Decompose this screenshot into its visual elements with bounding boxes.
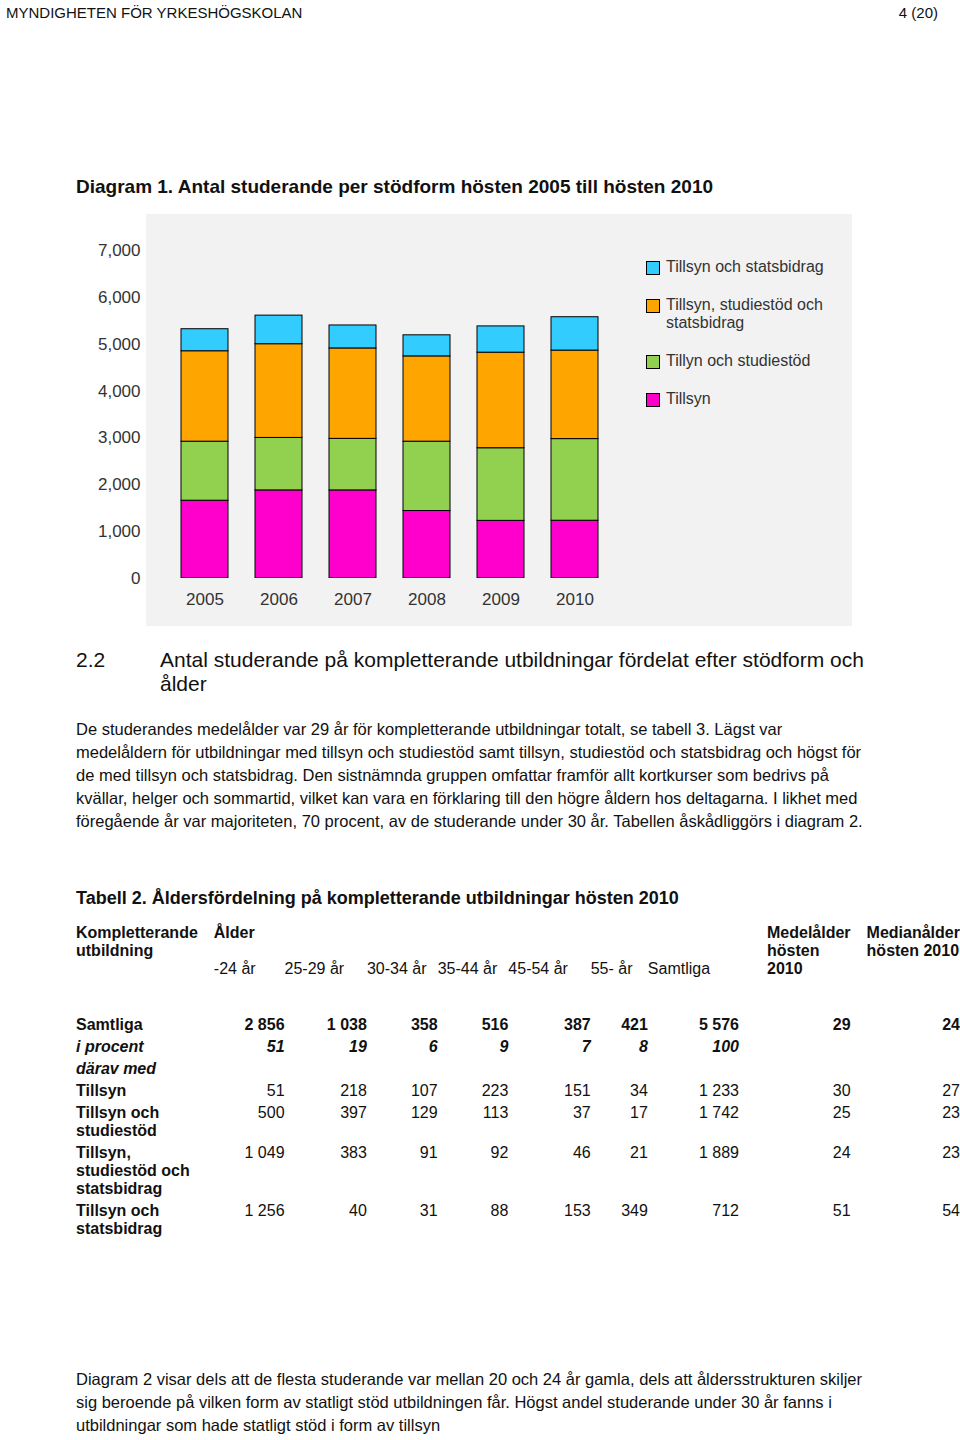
html-text:23: 23 bbox=[942, 1144, 960, 1161]
html-text:Diagram 2 visar dels att de fl: Diagram 2 visar dels att de flesta stude… bbox=[76, 1370, 862, 1434]
html-text:25-29 år: 25-29 år bbox=[284, 960, 345, 977]
svg-text:7,000: 7,000 bbox=[98, 241, 141, 260]
html-text:712: 712 bbox=[712, 1202, 739, 1219]
html-text:54: 54 bbox=[942, 1202, 960, 1219]
svg-text:5,000: 5,000 bbox=[98, 335, 141, 354]
html-text:35-44 år: 35-44 år bbox=[437, 960, 498, 977]
html-text:8: 8 bbox=[638, 1038, 648, 1055]
svg-text:4,000: 4,000 bbox=[98, 382, 141, 401]
html-text:29: 29 bbox=[832, 1016, 851, 1033]
html-text:151: 151 bbox=[564, 1082, 591, 1099]
html-text:153: 153 bbox=[564, 1202, 591, 1219]
html-text:30-34 år: 30-34 år bbox=[366, 960, 427, 977]
html-text:21: 21 bbox=[630, 1144, 648, 1161]
html-text:1 889: 1 889 bbox=[698, 1144, 739, 1161]
html-text:Antal studerande på kompletter: Antal studerande på kompletterande utbil… bbox=[160, 648, 864, 695]
html-text:223: 223 bbox=[481, 1082, 509, 1099]
html-text:113: 113 bbox=[482, 1104, 509, 1121]
html-text:Tabell 2. Åldersfördelning på: Tabell 2. Åldersfördelning på kompletter… bbox=[76, 888, 679, 908]
html-text:107: 107 bbox=[410, 1082, 438, 1099]
html-text:51: 51 bbox=[832, 1202, 851, 1219]
html-text:Tillsyn: Tillsyn bbox=[666, 390, 711, 407]
html-text:1 233: 1 233 bbox=[698, 1082, 739, 1099]
html-text:45-54 år: 45-54 år bbox=[508, 960, 568, 977]
html-text:Tillsyn och statsbidrag: Tillsyn och statsbidrag bbox=[666, 258, 824, 275]
html-text:MYNDIGHETEN FÖR YRKESHÖGSKOLAN: MYNDIGHETEN FÖR YRKESHÖGSKOLAN bbox=[6, 4, 303, 21]
html-text:De studerandes medelålder var: De studerandes medelålder var 29 år för … bbox=[76, 720, 863, 830]
html-text:19: 19 bbox=[349, 1038, 367, 1055]
html-text:40: 40 bbox=[349, 1202, 367, 1219]
html-text:34: 34 bbox=[630, 1082, 648, 1099]
html-text:27: 27 bbox=[942, 1082, 960, 1099]
html-text:383: 383 bbox=[340, 1144, 367, 1161]
html-text:24: 24 bbox=[942, 1016, 960, 1033]
html-text:-24 år: -24 år bbox=[213, 960, 256, 977]
html-text:Kompletterande utbildning: Kompletterande utbildning bbox=[76, 924, 198, 959]
html-text:Tillsyn och statsbidrag: Tillsyn och statsbidrag bbox=[76, 1202, 163, 1237]
html-text:23: 23 bbox=[942, 1104, 960, 1121]
html-text:218: 218 bbox=[340, 1082, 367, 1099]
svg-text:1,000: 1,000 bbox=[98, 522, 141, 541]
svg-text:2007: 2007 bbox=[334, 590, 372, 609]
html-text:46: 46 bbox=[572, 1144, 591, 1161]
html-text:88: 88 bbox=[490, 1202, 509, 1219]
svg-text:2010: 2010 bbox=[556, 590, 594, 609]
html-text:25: 25 bbox=[832, 1104, 851, 1121]
svg-text:2009: 2009 bbox=[482, 590, 520, 609]
html-text:Tillyn och studiestöd: Tillyn och studiestöd bbox=[666, 352, 811, 369]
html-text:Samtliga: Samtliga bbox=[647, 960, 711, 977]
html-text:Tillsyn och studiestöd: Tillsyn och studiestöd bbox=[76, 1104, 160, 1139]
html-text:24: 24 bbox=[832, 1144, 851, 1161]
html-text:2 856: 2 856 bbox=[244, 1016, 285, 1033]
html-text:500: 500 bbox=[257, 1104, 285, 1121]
svg-text:2005: 2005 bbox=[186, 590, 224, 609]
html-text:421: 421 bbox=[621, 1016, 648, 1033]
html-text:51: 51 bbox=[266, 1082, 285, 1099]
svg-text:6,000: 6,000 bbox=[98, 288, 141, 307]
html-text:37: 37 bbox=[572, 1104, 591, 1121]
html-text:Diagram 1. Antal studerande pe: Diagram 1. Antal studerande per stödform… bbox=[76, 176, 713, 197]
html-text:129: 129 bbox=[410, 1104, 438, 1121]
html-text:Samtliga: Samtliga bbox=[76, 1016, 143, 1033]
html-text:1 038: 1 038 bbox=[326, 1016, 367, 1033]
html-text:i procent: i procent bbox=[76, 1038, 144, 1055]
html-text:1 049: 1 049 bbox=[244, 1144, 285, 1161]
html-text:358: 358 bbox=[410, 1016, 438, 1033]
html-text:5 576: 5 576 bbox=[698, 1016, 739, 1033]
html-text:Tillsyn: Tillsyn bbox=[76, 1082, 127, 1099]
html-text:31: 31 bbox=[419, 1202, 438, 1219]
html-text:516: 516 bbox=[481, 1016, 509, 1033]
html-text:30: 30 bbox=[832, 1082, 851, 1099]
html-text:2.2: 2.2 bbox=[76, 648, 106, 671]
html-text:55- år: 55- år bbox=[590, 960, 633, 977]
html-text:92: 92 bbox=[490, 1144, 509, 1161]
svg-text:3,000: 3,000 bbox=[98, 428, 141, 447]
html-text:9: 9 bbox=[499, 1038, 509, 1055]
html-text:51: 51 bbox=[266, 1038, 285, 1055]
html-text:Tillsyn, studiestöd och statsb: Tillsyn, studiestöd och statsbidrag bbox=[76, 1144, 190, 1197]
html-text:Ålder: Ålder bbox=[213, 924, 255, 941]
html-text:Medelålder hösten 2010: Medelålder hösten 2010 bbox=[767, 924, 851, 977]
html-text:1 256: 1 256 bbox=[244, 1202, 285, 1219]
html-text:Tillsyn, studiestöd och statsb: Tillsyn, studiestöd och statsbidrag bbox=[666, 296, 823, 331]
html-text:397: 397 bbox=[340, 1104, 367, 1121]
html-text:därav med: därav med bbox=[76, 1060, 156, 1077]
html-text:17: 17 bbox=[630, 1104, 648, 1121]
html-text:1 742: 1 742 bbox=[698, 1104, 739, 1121]
html-text:91: 91 bbox=[419, 1144, 438, 1161]
html-text:4 (20): 4 (20) bbox=[898, 4, 938, 21]
html-text:100: 100 bbox=[712, 1038, 739, 1055]
svg-text:2006: 2006 bbox=[260, 590, 298, 609]
html-text:387: 387 bbox=[564, 1016, 591, 1033]
svg-text:0: 0 bbox=[131, 569, 140, 588]
html-text:6: 6 bbox=[428, 1038, 438, 1055]
html-text:Medianålder hösten 2010: Medianålder hösten 2010 bbox=[866, 924, 960, 959]
html-text:349: 349 bbox=[621, 1202, 648, 1219]
svg-text:2,000: 2,000 bbox=[98, 475, 141, 494]
html-text:7: 7 bbox=[581, 1038, 591, 1055]
svg-text:2008: 2008 bbox=[408, 590, 446, 609]
